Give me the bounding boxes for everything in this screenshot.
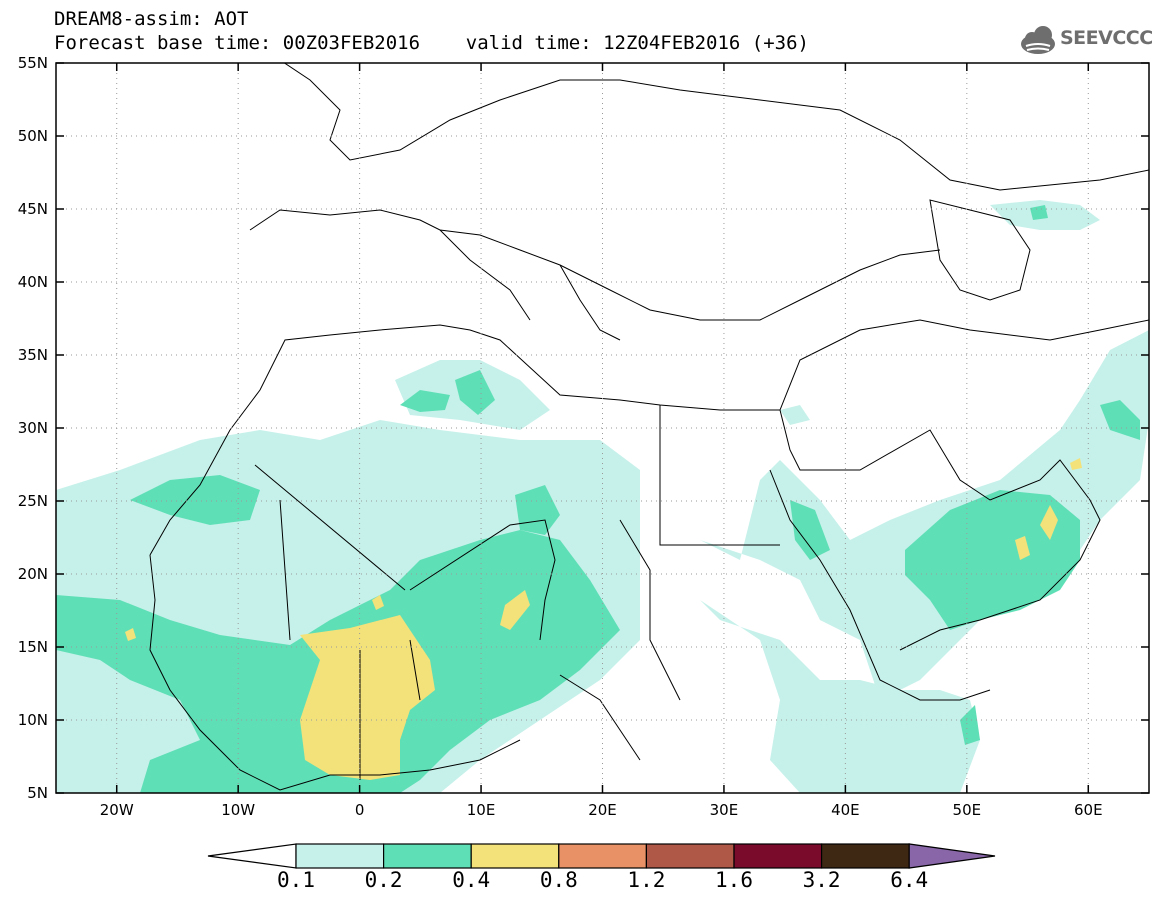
- colorbar-label: 1.2: [627, 868, 666, 892]
- y-tick-label: 15N: [18, 638, 48, 656]
- x-tick-label: 40E: [831, 801, 860, 819]
- colorbar-label: 3.2: [802, 868, 841, 892]
- y-tick-label: 40N: [18, 273, 48, 291]
- colorbar-label: 0.4: [452, 868, 491, 892]
- coastlines: [149, 63, 1149, 791]
- logo-text: SEEVCCC: [1060, 27, 1153, 49]
- x-tick-label: 20W: [100, 801, 134, 819]
- colorbar-label: 0.2: [364, 868, 403, 892]
- cloud-icon: [1021, 26, 1055, 54]
- colorbar-swatch: [820, 843, 910, 869]
- colorbar-swatch: [383, 843, 472, 869]
- y-tick-label: 20N: [18, 565, 48, 583]
- y-tick-label: 25N: [18, 492, 48, 510]
- colorbar-swatch: [558, 843, 647, 869]
- colorbar: [207, 843, 996, 869]
- y-tick-label: 5N: [27, 784, 48, 802]
- colorbar-label: 6.4: [890, 868, 929, 892]
- colorbar-swatch: [645, 843, 735, 869]
- x-tick-label: 10E: [467, 801, 496, 819]
- colorbar-arrow-high: [908, 843, 996, 869]
- aot-level-0.4: [125, 458, 1082, 780]
- y-tick-label: 35N: [18, 346, 48, 364]
- colorbar-label: 1.6: [715, 868, 753, 892]
- map-title: DREAM8-assim: AOT: [54, 8, 249, 30]
- colorbar-swatch: [733, 843, 823, 869]
- aot-contours: [56, 200, 1149, 793]
- colorbar-swatch: [295, 843, 385, 869]
- grid-lines: [56, 63, 1149, 793]
- x-tick-label: 50E: [953, 801, 982, 819]
- x-tick-label: 0: [355, 801, 365, 819]
- y-tick-label: 10N: [18, 711, 48, 729]
- y-tick-label: 45N: [18, 200, 48, 218]
- y-tick-label: 55N: [18, 54, 48, 72]
- x-tick-label: 30E: [710, 801, 739, 819]
- forecast-time-line: Forecast base time: 00Z03FEB2016 valid t…: [54, 32, 809, 54]
- x-tick-label: 60E: [1074, 801, 1103, 819]
- x-tick-label: 10W: [221, 801, 255, 819]
- y-tick-label: 50N: [18, 127, 48, 145]
- y-tick-label: 30N: [18, 419, 48, 437]
- axis-ticks: 20W 10W 0 10E 20E 30E 40E 50E 60E 5N 10N 15N 20N 25N 3…: [18, 54, 1149, 819]
- x-tick-label: 20E: [588, 801, 617, 819]
- colorbar-arrow-low: [207, 843, 297, 869]
- colorbar-label: 0.1: [277, 868, 315, 892]
- colorbar-swatch: [470, 843, 560, 869]
- colorbar-label: 0.8: [539, 868, 578, 892]
